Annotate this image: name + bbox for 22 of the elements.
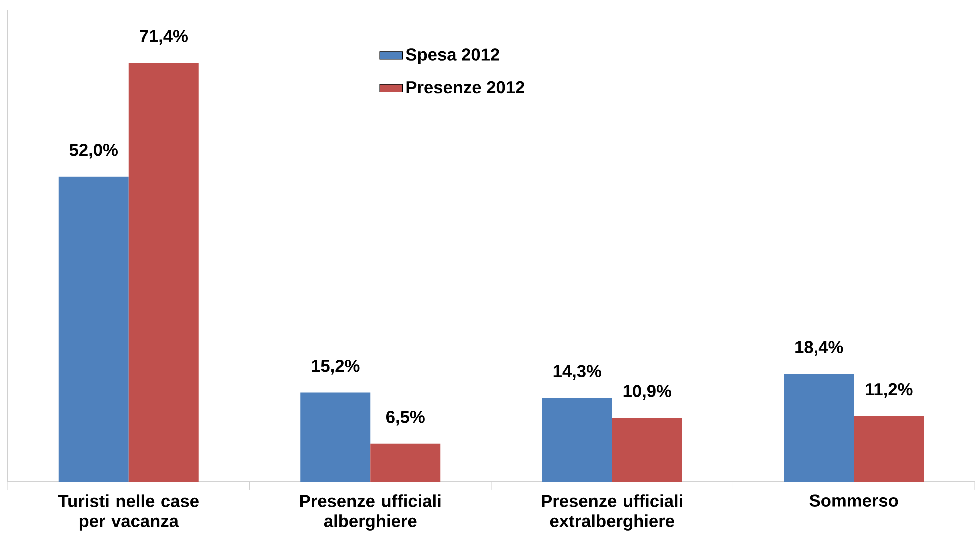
- legend-label: Spesa 2012: [406, 48, 500, 64]
- data-label: 11,2%: [866, 383, 913, 398]
- x-tick-label: Presenze ufficiali alberghiere: [300, 494, 441, 531]
- bar: [542, 398, 612, 482]
- data-label: 52,0%: [70, 144, 118, 159]
- x-tick-label: Sommerso: [810, 494, 898, 507]
- data-label: 71,4%: [140, 30, 188, 45]
- data-label: 10,9%: [624, 385, 672, 400]
- x-tick-label: Presenze ufficiali extralberghiere: [542, 494, 682, 531]
- bar: [300, 392, 371, 482]
- bar: [854, 416, 924, 482]
- data-label: 14,3%: [554, 365, 602, 380]
- data-label: 6,5%: [386, 411, 425, 426]
- bar: [612, 418, 682, 482]
- legend-label: Presenze 2012: [406, 81, 524, 94]
- data-label: 18,4%: [796, 341, 844, 356]
- bar: [370, 444, 441, 482]
- bar: [58, 176, 129, 482]
- bar: [128, 62, 199, 482]
- data-label: 15,2%: [312, 360, 360, 375]
- x-tick-label: Turisti nelle case per vacanza: [58, 494, 199, 531]
- bar: [784, 374, 854, 482]
